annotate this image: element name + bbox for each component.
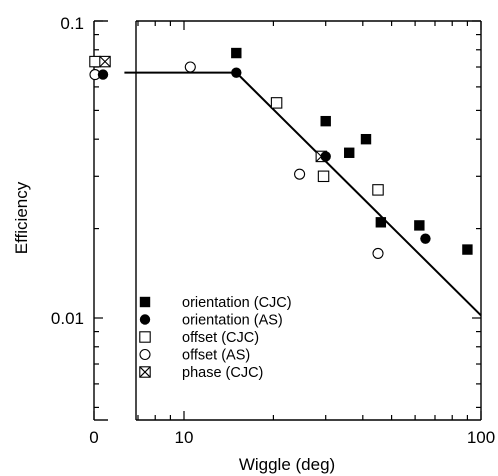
x-tick-label-zero: 0 [89,428,98,447]
axes-frames [93,20,482,421]
point-offset-as-0 [184,61,196,73]
point-offset-as-2 [372,247,384,259]
point-orientation-cjc-6 [462,244,473,255]
legend-marker-orientation-as [139,314,151,325]
point-orientation-as-1 [320,151,331,162]
point-orientation-cjc-0 [231,47,242,59]
axis-ticks [93,20,482,420]
x-tick-label-100: 100 [467,428,495,447]
legend-marker-phase-cjc [139,366,151,378]
y-tick-label-0-01: 0.01 [51,309,84,328]
legend-marker-orientation-cjc [139,296,151,308]
legend-marker-phase-cjc-cross-b [139,366,151,378]
x-tick-label-10: 10 [175,428,194,447]
point-zero-phase-cjc-0-cross-b [99,56,111,68]
point-offset-cjc-2 [372,184,384,196]
legend-label-offset-as: offset (AS) [182,348,250,364]
legend: orientation (CJC)orientation (AS)offset … [139,295,292,381]
data-points [89,47,473,259]
y-tick-label-0-1: 0.1 [60,14,84,33]
point-offset-cjc-1 [317,170,330,183]
point-orientation-cjc-4 [375,217,387,228]
legend-marker-offset-cjc [139,331,151,343]
legend-label-offset-cjc: offset (CJC) [182,330,259,346]
legend-label-phase-cjc: phase (CJC) [182,365,263,381]
y-axis-title: Efficiency [12,181,31,254]
legend-marker-offset-as [139,348,151,361]
point-orientation-as-2 [420,233,431,244]
point-zero-phase-cjc-0 [99,55,111,68]
point-orientation-cjc-2 [344,147,355,158]
legend-label-orientation-as: orientation (AS) [182,313,283,329]
fit-line [124,71,482,317]
point-zero-orientation-as-0 [97,69,109,80]
legend-label-orientation-cjc: orientation (CJC) [182,295,292,311]
x-axis-title: Wiggle (deg) [239,455,335,474]
point-orientation-cjc-3 [360,133,372,145]
axis-labels: 0.1 0.01 0 10 100 Wiggle (deg) Efficienc… [12,14,495,474]
point-orientation-cjc-5 [414,220,425,231]
point-offset-as-1 [294,168,306,180]
point-orientation-cjc-1 [320,115,331,127]
point-zero-offset-cjc-0 [89,55,101,68]
point-orientation-as-0 [231,67,242,78]
fit-line-group [124,71,482,317]
point-offset-cjc-0 [270,97,283,109]
